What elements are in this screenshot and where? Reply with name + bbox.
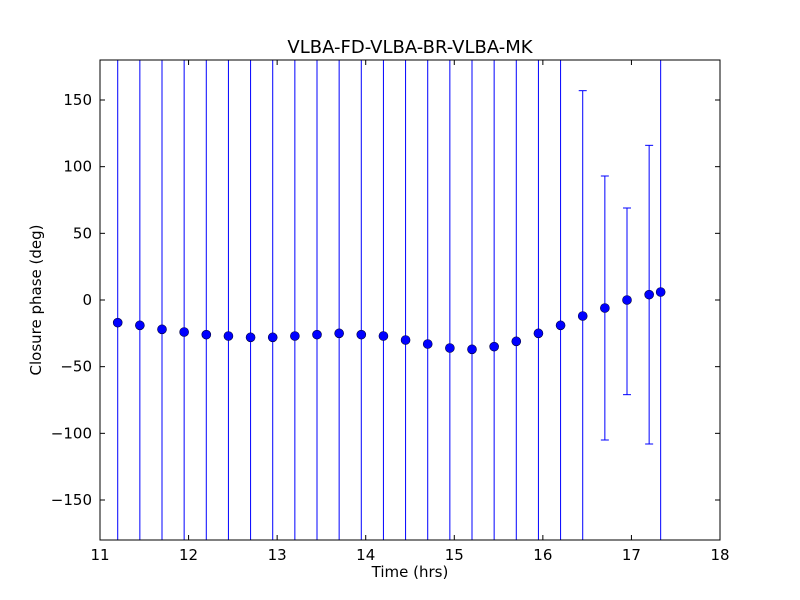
data-point [245,332,256,343]
data-point [378,331,389,341]
data-point [135,320,145,331]
x-tick-label: 17 [622,546,641,564]
data-point [157,324,167,335]
y-tick-label: 150 [63,91,92,109]
y-tick-label: 100 [63,158,92,176]
data-point [655,287,666,297]
chart-title: VLBA-FD-VLBA-BR-VLBA-MK [287,37,533,58]
x-tick-label: 14 [356,546,375,564]
data-point [533,328,544,339]
data-point [467,344,477,355]
data-point [267,332,278,343]
x-tick-label: 11 [90,546,109,564]
data-point [334,328,344,339]
data-point [223,331,234,341]
y-tick-label: −150 [51,491,92,509]
data-point [577,311,588,321]
data-point [400,335,411,345]
y-axis-label: Closure phase (deg) [27,225,45,376]
data-point [489,341,499,352]
x-tick-label: 13 [268,546,287,564]
data-point [179,327,189,337]
data-point [511,336,522,347]
data-point [644,289,654,300]
y-tick-label: −50 [60,358,92,376]
x-axis-label: Time (hrs) [371,563,449,581]
data-point [622,295,632,305]
data-point [422,339,433,349]
data-point [356,329,367,340]
data-point [201,329,212,340]
x-axis-ticks: 11 12 13 14 15 16 17 18 [90,60,730,564]
data-point [290,331,300,341]
x-tick-label: 15 [445,546,464,564]
y-tick-label: 50 [73,224,92,242]
marker-layer [112,287,666,355]
y-tick-label: 0 [82,291,92,309]
x-tick-label: 12 [179,546,198,564]
plot-area [112,60,666,540]
y-tick-label: −100 [51,424,92,442]
data-point [112,317,123,328]
x-tick-label: 16 [533,546,552,564]
data-point [312,329,322,340]
data-point [555,320,566,331]
x-tick-label: 18 [710,546,729,564]
y-axis-ticks: 150 100 50 0 −50 −100 −150 [51,91,720,509]
data-point [445,343,455,353]
errorbar-layer [117,60,662,540]
data-point [600,303,610,313]
